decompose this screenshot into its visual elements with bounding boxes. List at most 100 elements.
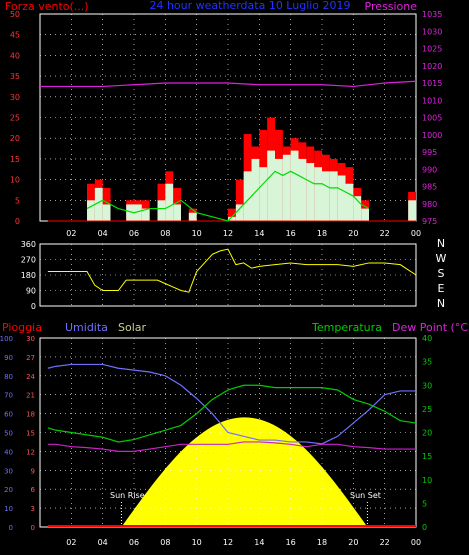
dewpoint-line bbox=[47, 441, 416, 452]
rain-tick-label: 80 bbox=[4, 373, 13, 381]
wind-tick-label: 25 bbox=[10, 114, 20, 123]
top-x-tick-label: 06 bbox=[129, 229, 139, 238]
chart-title: 24 hour weatherdata 10 Luglio 2019 bbox=[149, 0, 350, 12]
wind-bar bbox=[259, 167, 268, 221]
wind-bar bbox=[361, 208, 369, 221]
wind-tick-label: 30 bbox=[10, 93, 20, 102]
rain-tick-label: 10 bbox=[4, 505, 13, 513]
rain-axis-label: Pioggia bbox=[2, 321, 42, 334]
humidity-line bbox=[47, 363, 416, 445]
bottom-x-tick-label: 04 bbox=[98, 538, 108, 547]
humidity-tick-label: 27 bbox=[26, 354, 35, 362]
direction-tick-label: 270 bbox=[21, 256, 36, 265]
pressure-tick-label: 985 bbox=[422, 183, 437, 192]
humidity-tick-label: 9 bbox=[31, 467, 35, 475]
rain-tick-label: 70 bbox=[4, 392, 13, 400]
solar-area bbox=[121, 417, 368, 527]
dewpoint-axis-label: Dew Point (°C) bbox=[392, 321, 469, 334]
direction-tick-label: 0 bbox=[31, 302, 36, 311]
wind-bar bbox=[275, 158, 283, 221]
compass-label: W bbox=[436, 252, 447, 265]
wind-tick-label: 50 bbox=[10, 10, 20, 19]
bottom-x-tick-label: 18 bbox=[317, 538, 327, 547]
wind-avg-line bbox=[86, 170, 370, 222]
temperature-tick-label: 30 bbox=[422, 381, 432, 390]
temperature-tick-label: 15 bbox=[422, 452, 432, 461]
wind-tick-label: 20 bbox=[10, 134, 20, 143]
wind-bar bbox=[322, 171, 330, 221]
pressure-tick-label: 990 bbox=[422, 165, 437, 174]
wind-bar bbox=[408, 200, 416, 221]
humidity-tick-label: 3 bbox=[31, 505, 35, 513]
humidity-tick-label: 15 bbox=[26, 430, 35, 438]
gust-bar bbox=[228, 208, 236, 221]
pressure-axis-label: Pressione bbox=[365, 0, 418, 13]
temperature-tick-label: 35 bbox=[422, 358, 432, 367]
temperature-tick-label: 25 bbox=[422, 405, 432, 414]
top-x-tick-label: 00 bbox=[411, 229, 421, 238]
wind-bar bbox=[94, 187, 103, 221]
sun-rise-label: Sun Rise bbox=[110, 491, 145, 500]
wind-bar bbox=[243, 171, 252, 221]
sun-set-label: Sun Set bbox=[350, 491, 381, 500]
wind-bar bbox=[141, 208, 150, 221]
chart-marks: 0510152025303540455097598098599099510001… bbox=[0, 10, 447, 547]
gust-bar bbox=[235, 179, 244, 221]
humidity-tick-label: 0 bbox=[31, 524, 35, 532]
bottom-x-tick-label: 00 bbox=[411, 538, 421, 547]
humidity-tick-label: 18 bbox=[26, 411, 35, 419]
wind-bar bbox=[353, 196, 362, 221]
temperature-tick-label: 10 bbox=[422, 476, 432, 485]
compass-label: N bbox=[437, 237, 445, 250]
top-x-tick-label: 16 bbox=[286, 229, 296, 238]
temperature-tick-label: 0 bbox=[422, 523, 427, 532]
rain-tick-label: 50 bbox=[4, 430, 13, 438]
temperature-tick-label: 20 bbox=[422, 429, 432, 438]
wind-tick-label: 35 bbox=[10, 72, 20, 81]
wind-bar bbox=[306, 163, 315, 221]
temperature-tick-label: 5 bbox=[422, 499, 427, 508]
top-x-tick-label: 12 bbox=[223, 229, 233, 238]
bottom-x-tick-label: 08 bbox=[160, 538, 170, 547]
pressure-tick-label: 995 bbox=[422, 148, 437, 157]
compass-label: N bbox=[437, 297, 445, 310]
compass-label: S bbox=[438, 267, 445, 280]
wind-bar bbox=[298, 158, 307, 221]
compass-label: E bbox=[438, 282, 445, 295]
pressure-tick-label: 1005 bbox=[422, 114, 442, 123]
top-x-tick-label: 10 bbox=[192, 229, 202, 238]
bottom-x-tick-label: 16 bbox=[286, 538, 296, 547]
top-x-tick-label: 18 bbox=[317, 229, 327, 238]
wind-bar bbox=[290, 150, 299, 221]
humidity-tick-label: 30 bbox=[26, 335, 35, 343]
rain-tick-label: 100 bbox=[0, 335, 13, 343]
wind-bar bbox=[228, 216, 236, 221]
rain-tick-label: 40 bbox=[4, 448, 13, 456]
top-x-tick-label: 02 bbox=[66, 229, 76, 238]
wind-bar bbox=[173, 204, 181, 221]
wind-bar bbox=[282, 154, 291, 221]
humidity-tick-label: 21 bbox=[26, 392, 35, 400]
wind-tick-label: 45 bbox=[10, 31, 20, 40]
bottom-x-tick-label: 22 bbox=[380, 538, 390, 547]
wind-bar bbox=[102, 204, 111, 221]
pressure-line bbox=[40, 80, 417, 88]
rain-tick-label: 30 bbox=[4, 467, 13, 475]
bottom-x-tick-label: 20 bbox=[348, 538, 358, 547]
wind-bar bbox=[126, 204, 134, 221]
top-x-tick-label: 04 bbox=[98, 229, 108, 238]
wind-tick-label: 5 bbox=[15, 196, 20, 205]
rain-tick-label: 60 bbox=[4, 411, 13, 419]
top-x-tick-label: 14 bbox=[254, 229, 264, 238]
direction-tick-label: 360 bbox=[21, 240, 36, 249]
wind-bar bbox=[235, 204, 244, 221]
wind-bar bbox=[157, 200, 166, 221]
humidity-tick-label: 12 bbox=[26, 448, 35, 456]
wind-bar bbox=[337, 175, 346, 221]
wind-axis-label: Forza vento(...) bbox=[5, 0, 89, 13]
wind-bar bbox=[314, 167, 322, 221]
bottom-x-tick-label: 14 bbox=[254, 538, 264, 547]
wind-bar bbox=[267, 150, 275, 221]
pressure-tick-label: 1000 bbox=[422, 131, 442, 140]
